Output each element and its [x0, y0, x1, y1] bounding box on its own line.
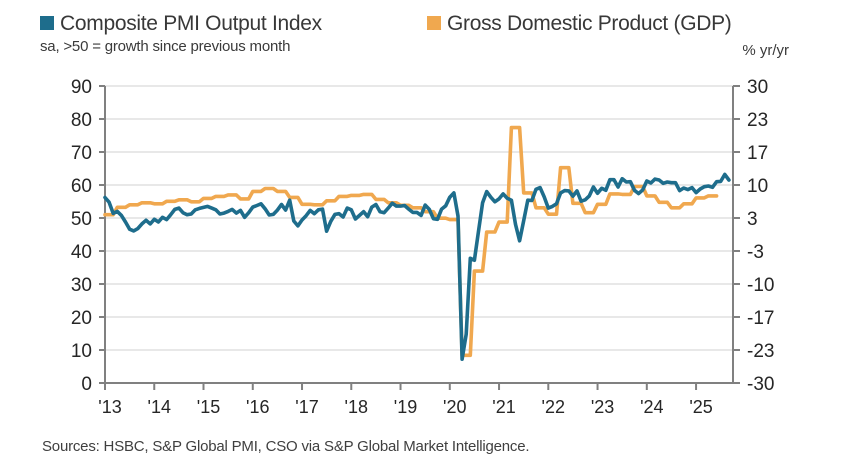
- gdp-legend-label: Gross Domestic Product (GDP): [447, 12, 732, 35]
- right-axis-tick-label: -10: [747, 275, 774, 296]
- right-axis-tick-label: -30: [747, 374, 774, 395]
- left-axis-tick-label: 40: [71, 242, 92, 263]
- x-axis-tick-label: '19: [394, 397, 417, 417]
- x-axis-tick-label: '24: [640, 397, 663, 417]
- legend-item-pmi: Composite PMI Output Index: [40, 12, 322, 36]
- pmi-legend-swatch-icon: [40, 16, 54, 30]
- x-axis-tick-label: '18: [345, 397, 368, 417]
- right-axis-subtitle: % yr/yr: [742, 42, 789, 59]
- right-axis-tick-label: 17: [747, 143, 768, 164]
- right-axis-tick-label: 3: [747, 209, 758, 230]
- left-axis-tick-label: 30: [71, 275, 92, 296]
- source-note: Sources: HSBC, S&P Global PMI, CSO via S…: [42, 438, 530, 455]
- left-axis-tick-label: 90: [71, 77, 92, 98]
- right-axis-tick-label: -17: [747, 308, 774, 329]
- x-axis-tick-label: '17: [295, 397, 318, 417]
- left-axis-tick-label: 80: [71, 110, 92, 131]
- right-axis-tick-label: -3: [747, 242, 764, 263]
- x-axis-tick-label: '21: [492, 397, 515, 417]
- x-axis-tick-label: '23: [591, 397, 614, 417]
- right-axis-tick-label: 30: [747, 77, 768, 98]
- x-axis-tick-label: '25: [689, 397, 712, 417]
- left-axis-tick-label: 70: [71, 143, 92, 164]
- left-axis-tick-label: 0: [81, 374, 92, 395]
- left-axis-subtitle: sa, >50 = growth since previous month: [40, 38, 291, 55]
- x-axis-tick-label: '14: [148, 397, 171, 417]
- x-axis-tick-label: '16: [246, 397, 269, 417]
- x-axis-tick-label: '15: [197, 397, 220, 417]
- pmi-legend-label: Composite PMI Output Index: [60, 12, 322, 35]
- right-axis-tick-label: 10: [747, 176, 768, 197]
- left-axis-tick-label: 10: [71, 341, 92, 362]
- x-axis-tick-label: '13: [98, 397, 121, 417]
- x-axis-tick-label: '22: [542, 397, 565, 417]
- left-axis-tick-label: 50: [71, 209, 92, 230]
- gdp-series-line: [103, 125, 719, 358]
- right-axis-tick-label: 23: [747, 110, 768, 131]
- left-axis-tick-label: 60: [71, 176, 92, 197]
- gdp-legend-swatch-icon: [427, 16, 441, 30]
- left-axis-tick-label: 20: [71, 308, 92, 329]
- legend-item-gdp: Gross Domestic Product (GDP): [427, 12, 732, 36]
- pmi-series-line: [103, 172, 731, 362]
- x-axis-tick-label: '20: [443, 397, 466, 417]
- right-axis-tick-label: -23: [747, 341, 774, 362]
